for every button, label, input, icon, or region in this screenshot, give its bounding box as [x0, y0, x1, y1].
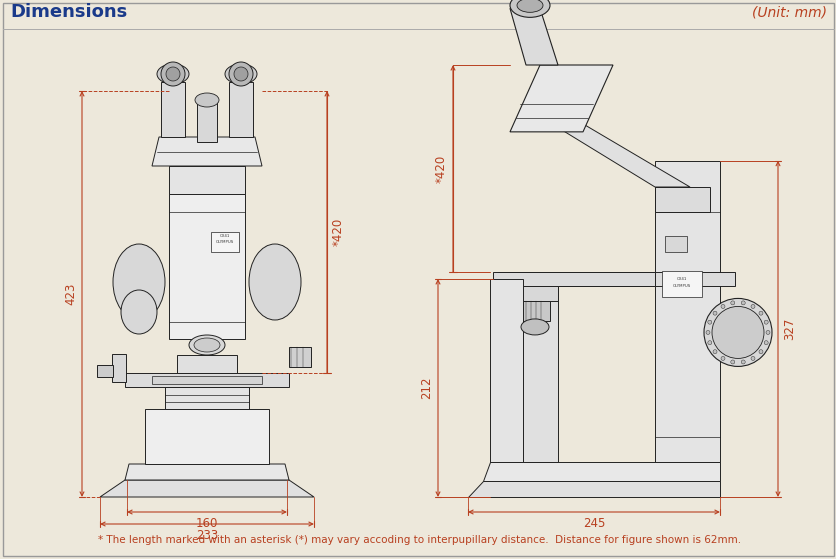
Bar: [165, 387, 248, 409]
Ellipse shape: [509, 0, 549, 17]
Circle shape: [712, 350, 716, 354]
Text: CX41: CX41: [676, 277, 686, 281]
Bar: [161, 82, 185, 137]
Circle shape: [741, 301, 744, 305]
Bar: [145, 409, 268, 464]
Bar: [169, 194, 245, 339]
Text: 423: 423: [64, 283, 77, 305]
Polygon shape: [467, 481, 719, 497]
Text: * The length marked with an asterisk (*) may vary accoding to interpupillary dis: * The length marked with an asterisk (*)…: [99, 535, 741, 545]
Circle shape: [720, 357, 724, 361]
Bar: [288, 347, 311, 367]
Text: 245: 245: [582, 517, 604, 530]
Text: Dimensions: Dimensions: [10, 3, 127, 21]
Text: OLYMPUS: OLYMPUS: [672, 284, 691, 288]
Ellipse shape: [225, 64, 257, 84]
Circle shape: [166, 67, 180, 81]
Circle shape: [161, 62, 185, 86]
Polygon shape: [522, 106, 689, 187]
Text: 233: 233: [196, 529, 218, 542]
Circle shape: [758, 311, 762, 315]
Ellipse shape: [113, 244, 165, 320]
Bar: [152, 376, 262, 384]
Polygon shape: [482, 462, 719, 481]
Polygon shape: [99, 480, 314, 497]
Text: (Unit: mm): (Unit: mm): [751, 5, 826, 19]
Circle shape: [705, 330, 709, 334]
Circle shape: [730, 301, 734, 305]
Circle shape: [750, 357, 754, 361]
Circle shape: [763, 320, 767, 324]
Bar: [522, 286, 558, 462]
Bar: [229, 82, 252, 137]
Ellipse shape: [121, 290, 157, 334]
Ellipse shape: [189, 335, 225, 355]
Circle shape: [707, 320, 711, 324]
Text: CX41: CX41: [220, 234, 230, 238]
Polygon shape: [509, 8, 558, 65]
Bar: [519, 301, 549, 321]
Bar: [125, 373, 288, 387]
Text: OLYMPUS: OLYMPUS: [216, 240, 234, 244]
Bar: [497, 272, 734, 286]
Bar: [112, 354, 126, 382]
Bar: [169, 166, 245, 194]
Circle shape: [703, 299, 771, 367]
Bar: [211, 232, 239, 252]
Circle shape: [707, 340, 711, 345]
Text: *420: *420: [435, 154, 447, 183]
Circle shape: [234, 67, 247, 81]
Bar: [665, 236, 686, 252]
Ellipse shape: [157, 64, 189, 84]
Ellipse shape: [520, 319, 548, 335]
Bar: [176, 355, 237, 373]
Bar: [489, 279, 522, 462]
Text: 327: 327: [782, 318, 795, 340]
Circle shape: [750, 305, 754, 309]
Circle shape: [712, 311, 716, 315]
Bar: [492, 272, 655, 286]
Text: 160: 160: [196, 517, 218, 530]
Circle shape: [730, 360, 734, 364]
Ellipse shape: [248, 244, 301, 320]
Bar: [661, 271, 701, 297]
Text: 212: 212: [420, 377, 432, 399]
Circle shape: [765, 330, 769, 334]
Bar: [655, 187, 709, 212]
Circle shape: [763, 340, 767, 345]
Circle shape: [720, 305, 724, 309]
Circle shape: [229, 62, 252, 86]
Polygon shape: [509, 65, 612, 132]
Circle shape: [741, 360, 744, 364]
Polygon shape: [125, 464, 288, 480]
Ellipse shape: [194, 338, 220, 352]
Ellipse shape: [517, 0, 543, 12]
Bar: [196, 100, 217, 142]
Bar: [655, 160, 719, 462]
Polygon shape: [507, 286, 558, 301]
Polygon shape: [152, 137, 262, 166]
Text: *420: *420: [332, 218, 344, 246]
Ellipse shape: [195, 93, 219, 107]
Circle shape: [758, 350, 762, 354]
Bar: [97, 365, 113, 377]
Circle shape: [711, 306, 763, 358]
